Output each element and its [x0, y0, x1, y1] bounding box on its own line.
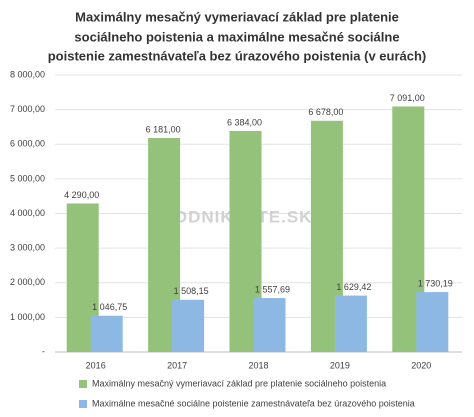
legend-swatch [79, 400, 87, 408]
legend-swatch [79, 380, 87, 388]
value-label: 6 384,00 [227, 117, 262, 127]
legend-label: Maximálne mesačné sociálne poistenie zam… [92, 398, 415, 408]
bar [416, 292, 449, 352]
chart-title: sociálneho poistenia a maximálne mesačné… [74, 29, 399, 44]
legend-label: Maximálny mesačný vymeriavací základ pre… [92, 378, 386, 388]
value-label: 1 046,75 [92, 302, 127, 312]
chart-title: Maximálny mesačný vymeriavací základ pre… [75, 9, 399, 24]
value-label: 1 629,42 [336, 282, 371, 292]
y-tick-label: 1 000,00 [10, 312, 45, 322]
x-tick-label: 2018 [248, 360, 268, 370]
x-tick-label: 2020 [411, 360, 431, 370]
y-tick-label: 7 000,00 [10, 104, 45, 114]
bar [253, 298, 286, 352]
x-tick-label: 2016 [86, 360, 106, 370]
y-tick-label: - [42, 346, 45, 356]
x-tick-label: 2019 [330, 360, 350, 370]
value-label: 4 290,00 [64, 190, 99, 200]
value-label: 1 508,15 [174, 286, 209, 296]
y-tick-label: 5 000,00 [10, 173, 45, 183]
value-label: 6 181,00 [146, 124, 181, 134]
bar [90, 315, 123, 352]
value-label: 7 091,00 [390, 93, 425, 103]
y-tick-label: 6 000,00 [10, 139, 45, 149]
value-label: 6 678,00 [308, 107, 343, 117]
chart-title: poistenie zamestnávateľa bez úrazového p… [48, 48, 427, 63]
y-tick-label: 3 000,00 [10, 243, 45, 253]
bar [172, 299, 205, 352]
y-tick-label: 2 000,00 [10, 277, 45, 287]
y-tick-label: 4 000,00 [10, 208, 45, 218]
bar [334, 295, 367, 352]
value-label: 1 730,19 [418, 278, 453, 288]
value-label: 1 557,69 [255, 284, 290, 294]
x-tick-label: 2017 [167, 360, 187, 370]
y-tick-label: 8 000,00 [10, 69, 45, 79]
